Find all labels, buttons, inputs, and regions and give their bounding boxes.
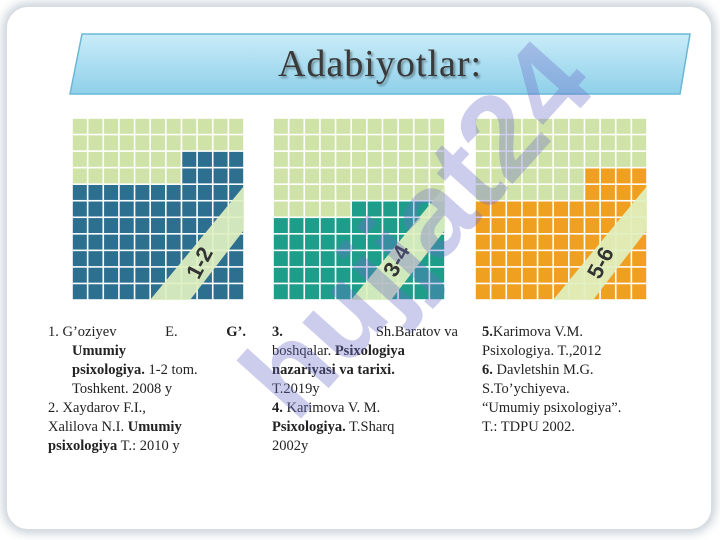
ref-1-line-1: 1. G’oziyev E. G’. <box>48 324 246 340</box>
ref-1-rest: Umumiy psixologiya. 1-2 tom. Toshkent. 2… <box>72 343 198 397</box>
panel-3: 5-6 <box>475 118 647 300</box>
title-banner: Adabiyotlar: <box>68 32 692 96</box>
ref-4: 4. Karimova V. M. Psixologiya. T.Sharq 2… <box>272 400 395 454</box>
references-column-2: 3. Sh.Baratov va boshqalar. Psixologiya … <box>272 323 458 456</box>
references-column-3: 5.Karimova V.M. Psixologiya. T.,2012 6. … <box>482 323 682 437</box>
references-column-1: 1. G’oziyev E. G’. Umumiy psixologiya. 1… <box>48 323 246 456</box>
panel-1: 1-2 <box>72 118 244 300</box>
ref-3-rest: boshqalar. Psixologiya nazariyasi va tar… <box>272 343 405 397</box>
panel-2: 3-4 <box>273 118 445 300</box>
ref-6: 6. Davletshin M.G. S.To’ychiyeva. “Umumi… <box>482 362 622 435</box>
page-title: Adabiyotlar: <box>277 43 483 85</box>
ref-2: 2. Xaydarov F.I., Xalilova N.I. Umumiy p… <box>48 400 182 454</box>
ref-3-line-1: 3. Sh.Baratov va <box>272 324 458 340</box>
ref-5: 5.Karimova V.M. Psixologiya. T.,2012 <box>482 324 602 359</box>
